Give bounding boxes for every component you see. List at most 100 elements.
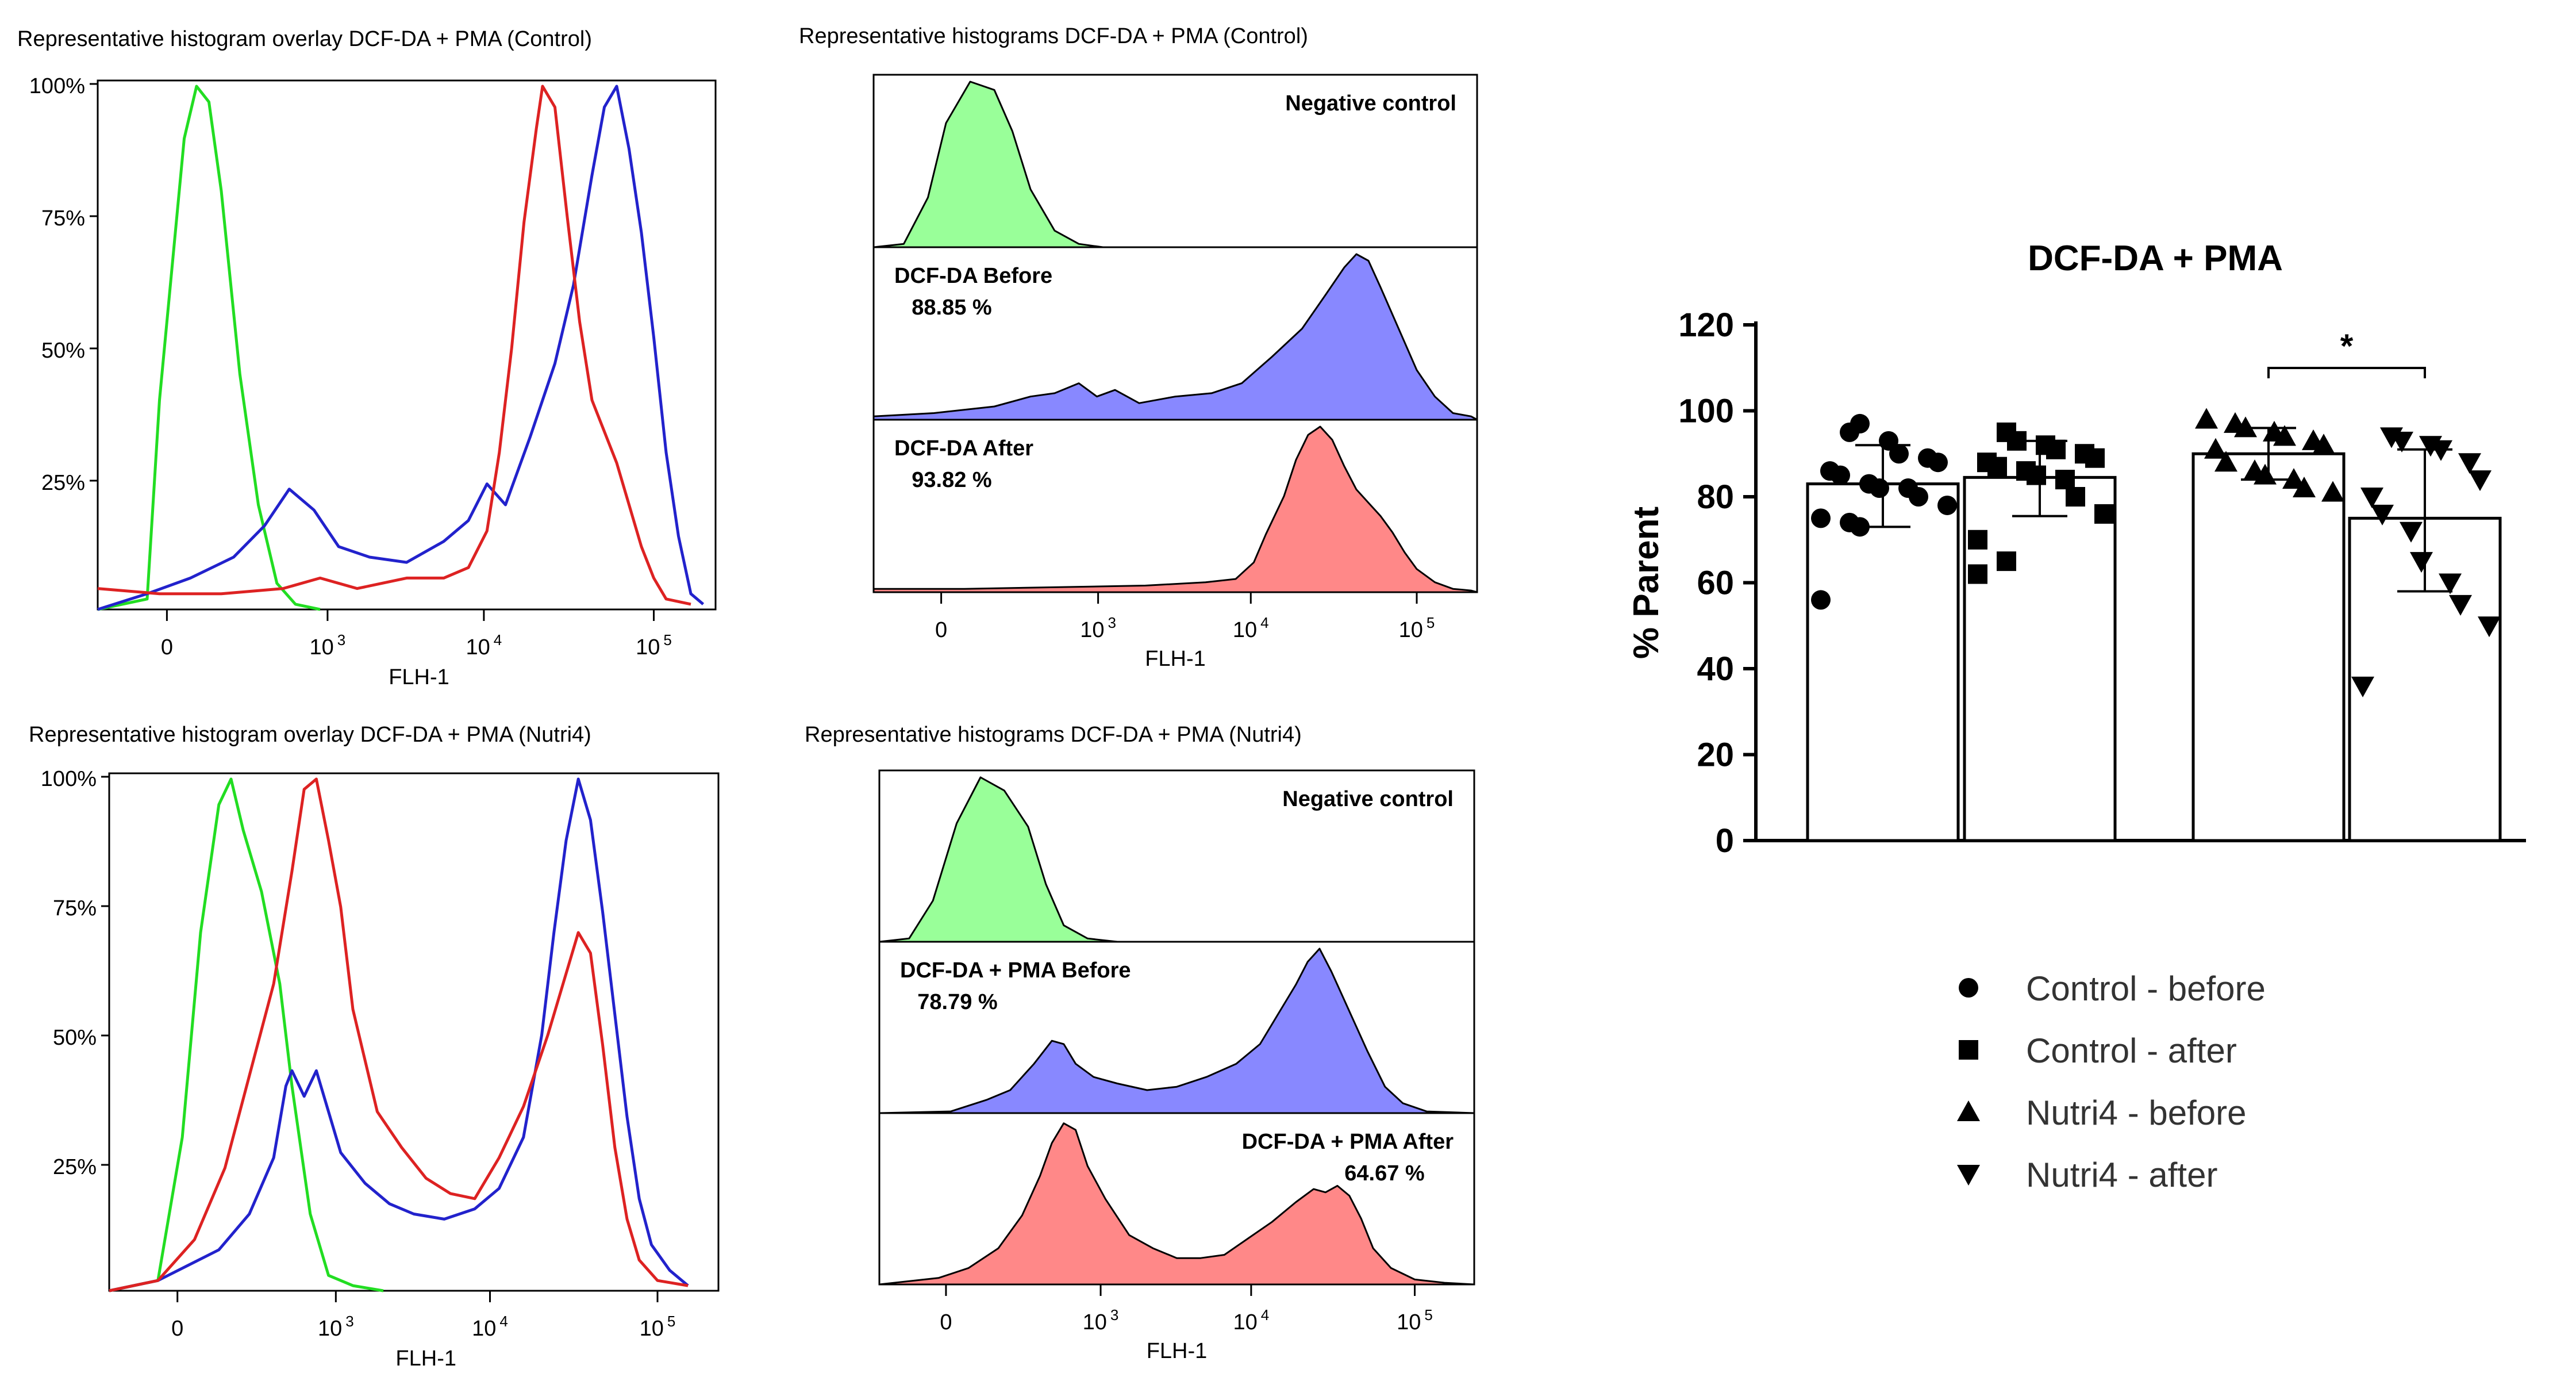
panel-label: Negative control	[1285, 91, 1456, 116]
x-tick-label: 10 3	[318, 1313, 354, 1341]
data-point-circle	[1959, 978, 1978, 998]
chart-title: Representative histograms DCF-DA + PMA (…	[805, 723, 1302, 747]
x-tick-exponent: 5	[663, 631, 671, 649]
series-line	[109, 777, 689, 1292]
x-tick-label: 10 3	[1083, 1306, 1119, 1334]
x-tick-base: 10	[318, 1317, 342, 1341]
x-tick-base: 10	[640, 1317, 664, 1341]
x-tick-label: 10 5	[640, 1313, 676, 1341]
data-point-triangle-down	[2469, 470, 2492, 492]
data-point-square	[1968, 564, 1987, 584]
y-tick-label: 50%	[41, 339, 85, 363]
x-tick-label: 10 3	[310, 631, 346, 659]
data-point-triangle-up	[2234, 416, 2257, 438]
series-line	[97, 85, 691, 606]
y-tick-label: 100	[1678, 393, 1734, 430]
y-tick-label: 100%	[29, 74, 85, 98]
data-point-triangle-up	[2293, 477, 2316, 498]
histogram-area	[872, 253, 1478, 421]
data-point-square	[1987, 457, 2007, 477]
x-tick-base: 10	[310, 635, 334, 659]
x-axis-label: FLH-1	[395, 1347, 456, 1371]
data-point-circle	[1870, 478, 1889, 498]
x-tick-exponent: 3	[1108, 614, 1116, 631]
x-tick-label: 0	[171, 1317, 183, 1341]
x-tick-label: 0	[940, 1310, 952, 1334]
x-tick-label: 0	[935, 618, 947, 642]
bar-group	[2191, 408, 2346, 842]
panel-label: DCF-DA Before	[894, 264, 1052, 288]
stacked-chart-stack_control: Representative histograms DCF-DA + PMA (…	[799, 24, 1478, 671]
bar	[2191, 452, 2346, 842]
x-tick-base: 10	[1397, 1310, 1421, 1334]
data-point-triangle-up	[2254, 463, 2277, 485]
plot-frame	[878, 769, 1475, 1286]
x-tick-label: 10 4	[1233, 614, 1269, 642]
x-tick-exponent: 3	[345, 1313, 353, 1330]
bar-group	[1806, 413, 1960, 842]
data-point-triangle-up	[2195, 408, 2218, 429]
data-point-circle	[1811, 508, 1831, 528]
overlay-chart-overlay_nutri4: Representative histogram overlay DCF-DA …	[29, 723, 720, 1371]
x-axis-label: FLH-1	[1145, 647, 1206, 671]
plot-frame	[97, 79, 717, 611]
data-point-triangle-down	[2439, 573, 2462, 594]
x-tick-label: 10 3	[1080, 614, 1116, 642]
y-tick-label: 25%	[53, 1155, 97, 1179]
data-point-circle	[1811, 590, 1831, 610]
x-tick-base: 10	[466, 635, 490, 659]
data-point-square	[1959, 1040, 1978, 1060]
x-tick-base: 0	[935, 618, 947, 642]
stacked-chart-stack_nutri4: Representative histograms DCF-DA + PMA (…	[805, 723, 1475, 1363]
bar-group	[1963, 422, 2117, 842]
data-point-triangle-down	[2371, 504, 2394, 526]
significance-label: *	[2340, 328, 2354, 365]
data-point-circle	[1831, 465, 1850, 485]
panel-label: DCF-DA + PMA Before	[900, 958, 1131, 983]
y-tick-label: 80	[1697, 478, 1734, 516]
data-point-triangle-up	[2214, 451, 2237, 472]
x-tick-exponent: 4	[1260, 614, 1268, 631]
histogram-area	[878, 948, 1475, 1114]
data-point-triangle-up	[2273, 425, 2296, 446]
y-tick-label: 120	[1678, 306, 1734, 344]
y-tick-label: 25%	[41, 471, 85, 495]
x-tick-exponent: 3	[337, 631, 345, 649]
x-tick-base: 10	[636, 635, 660, 659]
overlay-chart-overlay_control: Representative histogram overlay DCF-DA …	[17, 27, 717, 689]
significance-bracket	[2267, 367, 2426, 378]
x-tick-label: 10 5	[1397, 1306, 1433, 1334]
legend-label: Control - before	[2026, 969, 2266, 1008]
chart-title: DCF-DA + PMA	[2028, 239, 2283, 278]
x-tick-exponent: 5	[1427, 614, 1435, 631]
y-tick-label: 100%	[41, 767, 97, 791]
x-tick-base: 10	[472, 1317, 496, 1341]
data-point-circle	[1850, 413, 1870, 434]
series-line	[109, 777, 689, 1292]
data-point-triangle-up	[2321, 481, 2344, 502]
data-point-square	[2085, 448, 2105, 468]
data-point-triangle-up	[2312, 434, 2335, 455]
panel-label: DCF-DA + PMA After	[1242, 1130, 1454, 1154]
legend-label: Nutri4 - after	[2026, 1156, 2217, 1194]
x-axis-label: FLH-1	[389, 665, 449, 689]
legend-label: Nutri4 - before	[2026, 1094, 2247, 1132]
y-tick-label: 75%	[41, 206, 85, 231]
histogram-area	[878, 1122, 1475, 1286]
data-point-triangle-up	[2282, 468, 2305, 489]
x-tick-label: 10 4	[1233, 1306, 1270, 1334]
bar-group	[2348, 427, 2502, 842]
data-point-circle	[1850, 517, 1870, 537]
y-tick-label: 50%	[53, 1026, 97, 1050]
data-point-triangle-down	[1957, 1165, 1980, 1186]
x-tick-base: 10	[1233, 618, 1257, 642]
x-axis-label: FLH-1	[1147, 1339, 1208, 1363]
data-point-triangle-down	[2390, 431, 2413, 452]
panel-percentage: 78.79 %	[917, 990, 997, 1014]
data-point-circle	[1928, 452, 1948, 473]
data-point-square	[2055, 470, 2075, 490]
data-point-square	[2007, 431, 2027, 451]
panel-label: DCF-DA After	[894, 436, 1033, 461]
y-tick-label: 40	[1697, 650, 1734, 688]
